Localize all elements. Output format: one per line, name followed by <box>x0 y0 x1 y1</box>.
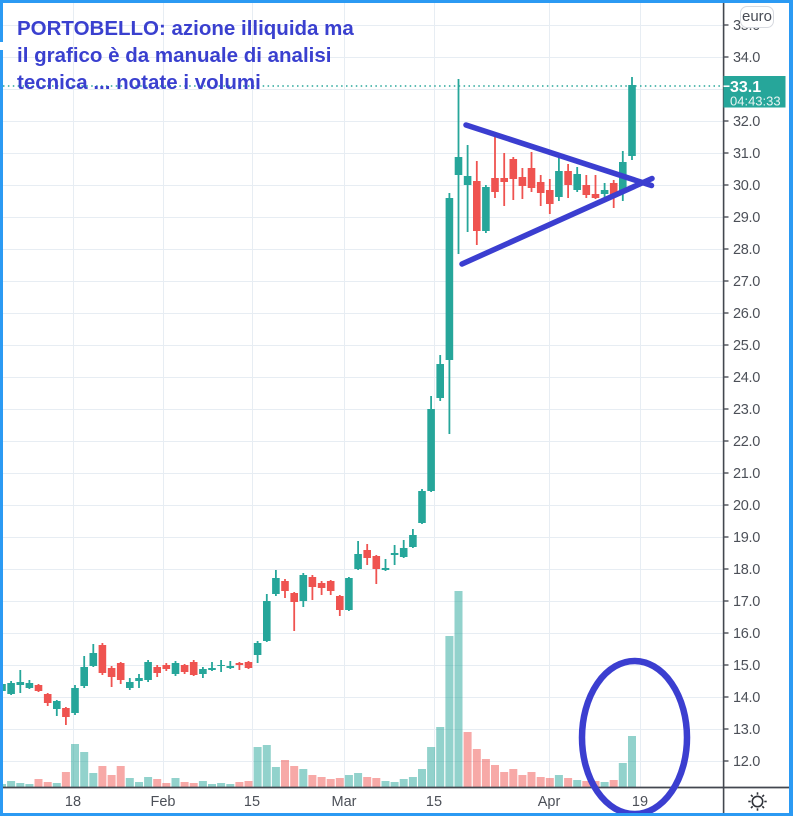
svg-text:15.0: 15.0 <box>733 658 760 674</box>
svg-text:19.0: 19.0 <box>733 530 760 546</box>
svg-text:32.0: 32.0 <box>733 114 760 130</box>
svg-text:15: 15 <box>244 794 260 810</box>
svg-text:15: 15 <box>426 794 442 810</box>
svg-text:04:43:33: 04:43:33 <box>730 94 781 109</box>
svg-text:16.0: 16.0 <box>733 626 760 642</box>
svg-text:12.0: 12.0 <box>733 754 760 770</box>
svg-text:14.0: 14.0 <box>733 690 760 706</box>
svg-text:27.0: 27.0 <box>733 274 760 290</box>
svg-text:Mar: Mar <box>332 794 357 810</box>
svg-text:18.0: 18.0 <box>733 562 760 578</box>
svg-text:Apr: Apr <box>538 794 561 810</box>
svg-text:21.0: 21.0 <box>733 466 760 482</box>
svg-text:30.0: 30.0 <box>733 178 760 194</box>
svg-text:17.0: 17.0 <box>733 594 760 610</box>
svg-text:25.0: 25.0 <box>733 338 760 354</box>
svg-text:19: 19 <box>632 794 648 810</box>
svg-text:22.0: 22.0 <box>733 434 760 450</box>
svg-text:24.0: 24.0 <box>733 370 760 386</box>
svg-text:13.0: 13.0 <box>733 722 760 738</box>
svg-text:20.0: 20.0 <box>733 498 760 514</box>
svg-text:Feb: Feb <box>151 794 176 810</box>
svg-text:26.0: 26.0 <box>733 306 760 322</box>
svg-text:29.0: 29.0 <box>733 210 760 226</box>
svg-text:18: 18 <box>65 794 81 810</box>
svg-text:31.0: 31.0 <box>733 146 760 162</box>
svg-text:33.1: 33.1 <box>730 79 761 96</box>
svg-text:23.0: 23.0 <box>733 402 760 418</box>
svg-text:34.0: 34.0 <box>733 50 760 66</box>
svg-text:28.0: 28.0 <box>733 242 760 258</box>
